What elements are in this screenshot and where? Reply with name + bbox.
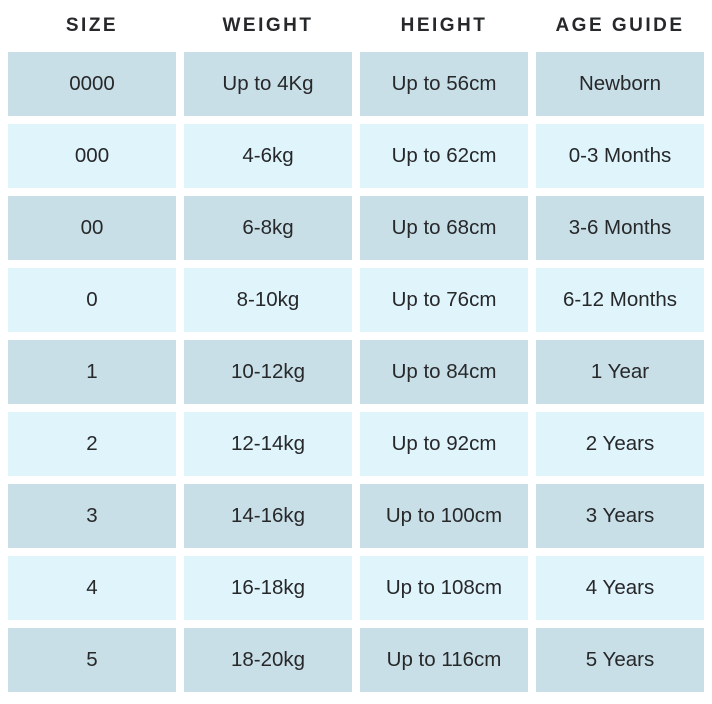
table-row: 3 14-16kg Up to 100cm 3 Years xyxy=(8,484,704,548)
column-header-weight: WEIGHT xyxy=(222,15,314,36)
cell-height: Up to 84cm xyxy=(360,340,528,404)
cell-height: Up to 116cm xyxy=(360,628,528,692)
cell-size: 3 xyxy=(8,484,176,548)
cell-size: 000 xyxy=(8,124,176,188)
cell-height: Up to 108cm xyxy=(360,556,528,620)
table-row: 2 12-14kg Up to 92cm 2 Years xyxy=(8,412,704,476)
table-row: 4 16-18kg Up to 108cm 4 Years xyxy=(8,556,704,620)
cell-age: 1 Year xyxy=(536,340,704,404)
column-header-size: SIZE xyxy=(65,15,119,36)
cell-age: 2 Years xyxy=(536,412,704,476)
cell-weight: Up to 4Kg xyxy=(184,52,352,116)
cell-size: 0000 xyxy=(8,52,176,116)
cell-age: 4 Years xyxy=(536,556,704,620)
cell-weight: 8-10kg xyxy=(184,268,352,332)
cell-height: Up to 76cm xyxy=(360,268,528,332)
cell-height: Up to 68cm xyxy=(360,196,528,260)
cell-size: 4 xyxy=(8,556,176,620)
table-row: 000 4-6kg Up to 62cm 0-3 Months xyxy=(8,124,704,188)
size-chart-body: 0000 Up to 4Kg Up to 56cm Newborn 000 4-… xyxy=(8,52,704,692)
table-row: 0 8-10kg Up to 76cm 6-12 Months xyxy=(8,268,704,332)
cell-size: 0 xyxy=(8,268,176,332)
table-row: 1 10-12kg Up to 84cm 1 Year xyxy=(8,340,704,404)
cell-weight: 12-14kg xyxy=(184,412,352,476)
cell-age: Newborn xyxy=(536,52,704,116)
cell-size: 1 xyxy=(8,340,176,404)
cell-height: Up to 62cm xyxy=(360,124,528,188)
cell-weight: 4-6kg xyxy=(184,124,352,188)
table-row: 0000 Up to 4Kg Up to 56cm Newborn xyxy=(8,52,704,116)
cell-height: Up to 100cm xyxy=(360,484,528,548)
table-row: 00 6-8kg Up to 68cm 3-6 Months xyxy=(8,196,704,260)
cell-size: 2 xyxy=(8,412,176,476)
cell-size: 5 xyxy=(8,628,176,692)
cell-weight: 16-18kg xyxy=(184,556,352,620)
column-header-age-guide: AGE GUIDE xyxy=(555,15,685,36)
cell-size: 00 xyxy=(8,196,176,260)
cell-age: 0-3 Months xyxy=(536,124,704,188)
cell-age: 6-12 Months xyxy=(536,268,704,332)
cell-age: 3-6 Months xyxy=(536,196,704,260)
cell-height: Up to 92cm xyxy=(360,412,528,476)
cell-weight: 18-20kg xyxy=(184,628,352,692)
cell-age: 5 Years xyxy=(536,628,704,692)
header-row: SIZE WEIGHT HEIGHT AGE GUIDE xyxy=(8,8,704,44)
cell-height: Up to 56cm xyxy=(360,52,528,116)
cell-weight: 10-12kg xyxy=(184,340,352,404)
size-chart-header: SIZE WEIGHT HEIGHT AGE GUIDE xyxy=(8,8,704,44)
cell-age: 3 Years xyxy=(536,484,704,548)
table-row: 5 18-20kg Up to 116cm 5 Years xyxy=(8,628,704,692)
cell-weight: 6-8kg xyxy=(184,196,352,260)
cell-weight: 14-16kg xyxy=(184,484,352,548)
column-header-height: HEIGHT xyxy=(400,15,488,36)
